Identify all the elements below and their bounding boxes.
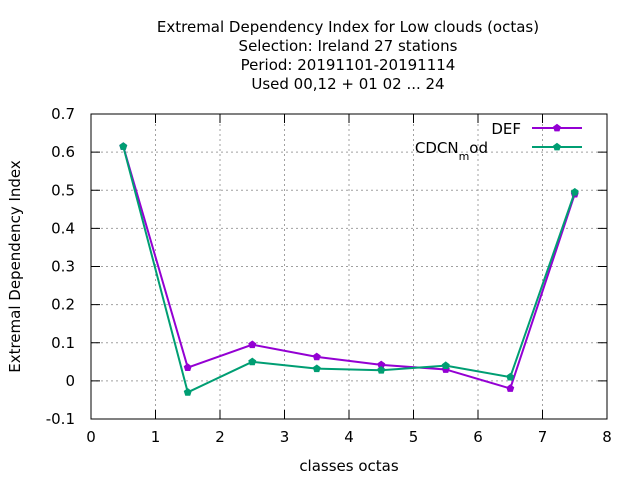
data-point — [248, 357, 257, 366]
y-tick-label: 0.6 — [51, 143, 75, 161]
y-tick-label: 0.7 — [51, 105, 75, 123]
x-tick-label: 6 — [473, 428, 483, 446]
series-line-2 — [122, 146, 576, 394]
legend-entry-2: CDCNmod — [415, 139, 582, 163]
data-point — [183, 363, 192, 371]
data-point — [312, 364, 321, 373]
axis-ticks — [90, 113, 608, 420]
x-tick-label: 5 — [409, 428, 419, 446]
legend-label: DEF — [491, 120, 521, 138]
legend-marker — [552, 123, 562, 132]
y-tick-label: 0.4 — [51, 219, 75, 237]
legend-entry-1: DEF — [491, 120, 582, 138]
data-point — [183, 388, 192, 396]
legend-label: CDCNmod — [415, 139, 488, 163]
y-tick-label: 0.3 — [51, 258, 75, 276]
y-tick-label: -0.1 — [46, 410, 75, 428]
x-tick-label: 8 — [602, 428, 612, 446]
data-point — [248, 340, 257, 349]
y-tick-labels: -0.1 0 0.1 0.2 0.3 0.4 0.5 0.6 0.7 — [46, 105, 75, 428]
x-tick-label: 4 — [344, 428, 354, 446]
title-line-2: Selection: Ireland 27 stations — [239, 37, 458, 55]
title-line-1: Extremal Dependency Index for Low clouds… — [157, 18, 539, 36]
y-tick-label: 0 — [65, 372, 75, 390]
x-tick-label: 2 — [215, 428, 225, 446]
chart-title: Extremal Dependency Index for Low clouds… — [157, 18, 539, 93]
x-tick-label: 0 — [86, 428, 96, 446]
data-point — [312, 352, 321, 361]
x-tick-label: 3 — [280, 428, 290, 446]
x-axis-label: classes octas — [299, 457, 399, 475]
x-tick-labels: 0 1 2 3 4 5 6 7 8 — [86, 428, 612, 446]
y-tick-label: 0.1 — [51, 334, 75, 352]
title-line-4: Used 00,12 + 01 02 ... 24 — [251, 75, 444, 93]
y-axis-label: Extremal Dependency Index — [6, 160, 24, 373]
series-line-1 — [122, 146, 576, 390]
y-tick-label: 0.5 — [51, 181, 75, 199]
data-point — [506, 372, 515, 381]
data-point — [119, 142, 128, 150]
data-point — [377, 365, 386, 374]
data-point — [506, 384, 515, 392]
legend-marker — [552, 142, 562, 151]
series-2 — [119, 142, 579, 396]
title-line-3: Period: 20191101-20191114 — [241, 56, 456, 74]
x-tick-label: 1 — [151, 428, 161, 446]
y-tick-label: 0.2 — [51, 296, 75, 314]
x-tick-label: 7 — [538, 428, 548, 446]
data-point — [441, 361, 450, 370]
grid — [91, 114, 607, 419]
series-lines — [119, 142, 579, 396]
data-point — [570, 187, 579, 196]
